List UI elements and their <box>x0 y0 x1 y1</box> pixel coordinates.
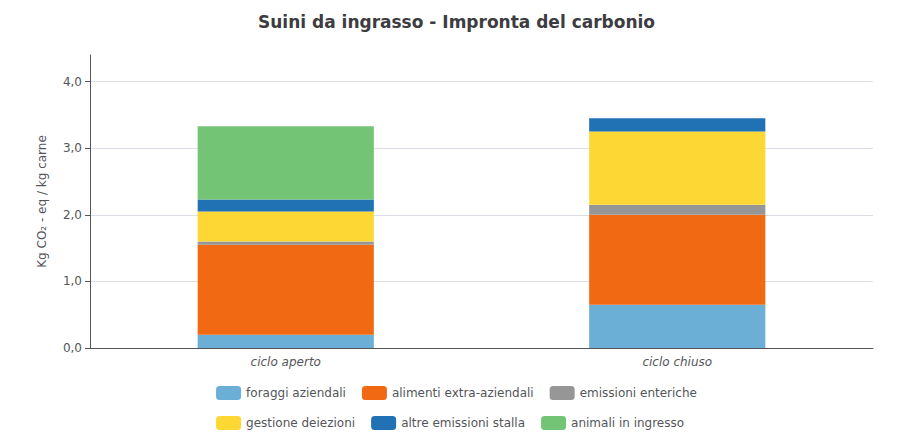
svg-text:ciclo aperto: ciclo aperto <box>251 355 321 369</box>
svg-text:Suini da ingrasso - Impronta d: Suini da ingrasso - Impronta del carboni… <box>258 12 655 32</box>
svg-text:ciclo chiuso: ciclo chiuso <box>642 355 712 369</box>
svg-text:altre emissioni stalla: altre emissioni stalla <box>401 416 525 430</box>
svg-text:foraggi aziendali: foraggi aziendali <box>246 386 346 400</box>
svg-text:2,0: 2,0 <box>63 208 82 222</box>
svg-text:1,0: 1,0 <box>63 274 82 288</box>
svg-text:gestione deiezioni: gestione deiezioni <box>246 416 355 430</box>
svg-text:3,0: 3,0 <box>63 141 82 155</box>
svg-text:animali in ingresso: animali in ingresso <box>571 416 684 430</box>
svg-text:4,0: 4,0 <box>63 75 82 89</box>
svg-text:Kg CO₂ - eq / kg carne: Kg CO₂ - eq / kg carne <box>35 135 49 268</box>
svg-text:emissioni enteriche: emissioni enteriche <box>580 386 697 400</box>
svg-text:0,0: 0,0 <box>63 341 82 355</box>
svg-text:alimenti extra-aziendali: alimenti extra-aziendali <box>392 386 534 400</box>
